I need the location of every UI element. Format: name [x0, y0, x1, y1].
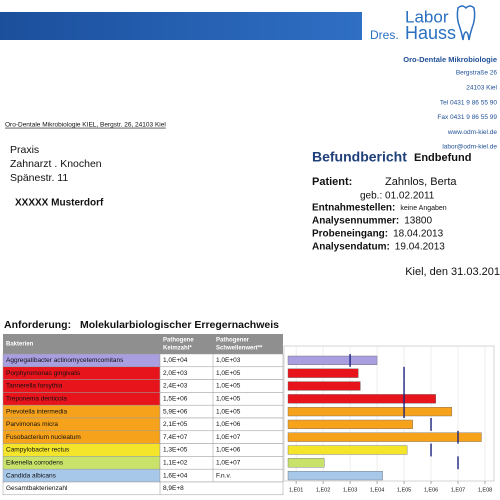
count-bar [287, 368, 359, 378]
count-bar [287, 432, 482, 442]
count-cell: 1,5E+06 [163, 396, 188, 403]
count-bar [287, 419, 413, 430]
threshold-cell: 1,0E+03 [216, 357, 241, 364]
count-bar [287, 355, 378, 366]
x-tick-label: 1,E03 [343, 487, 357, 493]
recipient-line: Zahnarzt . Knochen [10, 158, 102, 170]
field-value: 13800 [404, 216, 432, 227]
bacterium-name: Fusobacterium nucleatum [6, 434, 81, 441]
x-tick-label: 1,E06 [424, 487, 438, 493]
recipient-line: Spänestr. 11 [10, 172, 68, 184]
report-status: Endbefund [414, 152, 471, 164]
recipient-city: XXXXX Musterdorf [15, 198, 104, 209]
logo-top: Labor [405, 7, 449, 26]
total-row [2, 481, 284, 496]
recipient-block: Praxis Zahnarzt . Knochen Spänestr. 11 [10, 144, 102, 184]
patient-name: Zahnlos, Berta [385, 176, 457, 188]
threshold-cell: 1,0E+06 [216, 421, 241, 428]
field-label: Entnahmestellen: [312, 203, 395, 214]
report-title: Befundbericht [312, 149, 407, 165]
count-bar [287, 407, 453, 417]
result-chart: 1,E01 1,E02 1,E03 1,E04 1,E05 1,E06 1,E07 1,E08 [283, 345, 495, 493]
x-tick-label: 1,E01 [289, 487, 303, 493]
table-header: Pathogene [163, 338, 194, 344]
request-value: Molekularbiologischer Erregernachweis [80, 319, 279, 331]
count-cell: 2,4E+03 [163, 383, 188, 390]
count-bar [287, 471, 383, 481]
address-line: Tel 0431 9 86 55 90 [440, 99, 497, 106]
bacterium-name: Tannerella forsythia [6, 383, 63, 390]
count-cell: 5,9E+06 [163, 408, 188, 415]
request-label: Anforderung: [4, 319, 71, 331]
count-bar [287, 458, 325, 468]
table-header: Pathogener [216, 338, 250, 344]
count-bar [287, 394, 436, 404]
field-value: 18.04.2013 [393, 229, 443, 240]
threshold-cell: 1,0E+05 [216, 408, 241, 415]
field-label: Analysennummer: [312, 216, 399, 227]
bacterium-name: Parvimonas micra [6, 421, 58, 428]
bacterium-name: Candida albicans [6, 472, 57, 479]
patient-label: Patient: [312, 176, 352, 188]
field-value: 19.04.2013 [395, 242, 445, 253]
report-fields: Entnahmestellen: keine AngabenAnalysennum… [312, 203, 447, 253]
table-header-bg [3, 334, 283, 354]
result-table: Bakterien Pathogene Keimzahl* Pathogener Sch… [2, 334, 284, 496]
logo-prefix: Dres. [370, 28, 399, 42]
field-value: keine Angaben [400, 205, 446, 212]
count-cell: 1,0E+04 [163, 357, 188, 364]
threshold-cell: F.n.v. [216, 472, 231, 479]
header-bar [0, 12, 362, 40]
count-bar [287, 445, 408, 455]
address-block: Bergstraße 26 24103 Kiel Tel 0431 9 86 55 … [437, 70, 497, 151]
x-tick-label: 1,E04 [370, 487, 384, 493]
count-cell: 2,0E+03 [163, 370, 188, 377]
bacterium-name: Eikenella corrodens [6, 460, 64, 467]
threshold-cell: 1,0E+06 [216, 447, 241, 454]
lab-name: Oro-Dentale Mikrobiologie [403, 55, 497, 64]
total-label: Gesamtbakterienzahl [6, 485, 68, 492]
threshold-cell: 1,0E+05 [216, 396, 241, 403]
address-line: www.odm-kiel.de [447, 129, 498, 136]
x-tick-label: 1,E05 [397, 487, 411, 493]
count-cell: 1,1E+02 [163, 460, 188, 467]
sender-line: Oro-Dentale Mikrobiologie KIEL, Bergstr.… [5, 122, 166, 129]
x-tick-label: 1,E07 [451, 487, 465, 493]
recipient-line: Praxis [10, 144, 39, 156]
count-cell: 1,3E+05 [163, 447, 188, 454]
patient-birth: geb.: 01.02.2011 [360, 191, 435, 202]
field-label: Analysendatum: [312, 242, 390, 253]
table-header: Keimzahl* [163, 346, 192, 352]
count-cell: 2,1E+05 [163, 421, 188, 428]
address-line: 24103 Kiel [466, 85, 497, 92]
bacterium-name: Aggregatibacter actinomycetemcomitans [6, 357, 124, 364]
address-line: Fax 0431 9 86 55 99 [437, 114, 497, 121]
threshold-cell: 1,0E+07 [216, 434, 241, 441]
logo-name: Hauss [405, 23, 456, 43]
threshold-cell: 1,0E+07 [216, 460, 241, 467]
report-date: Kiel, den 31.03.201 [405, 266, 500, 278]
logo-tooth [456, 5, 476, 41]
address-line: Bergstraße 26 [456, 70, 498, 77]
threshold-cell: 1,0E+05 [216, 383, 241, 390]
address-line: labor@odm-kiel.de [442, 144, 497, 151]
table-header: Bakterien [6, 342, 34, 348]
bacterium-name: Prevotella intermedia [6, 408, 67, 415]
threshold-cell: 1,0E+05 [216, 370, 241, 377]
table-header: Schwellenwert** [216, 346, 263, 352]
count-cell: 7,4E+07 [163, 434, 188, 441]
field-label: Probeneingang: [312, 229, 388, 240]
bacterium-name: Treponema denticola [6, 396, 67, 403]
bacterium-name: Campylobacter rectus [6, 447, 70, 454]
count-cell: 1,6E+04 [163, 472, 188, 479]
x-tick-label: 1,E02 [316, 487, 330, 493]
bacterium-name: Porphyromonas gingivalis [6, 370, 81, 377]
x-tick-label: 1,E08 [478, 487, 492, 493]
total-value: 8,9E+8 [163, 485, 184, 492]
count-bar [287, 381, 361, 391]
